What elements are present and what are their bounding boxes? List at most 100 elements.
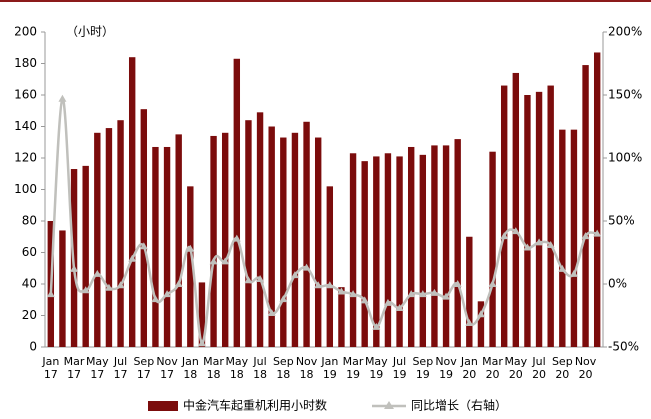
line-marker [546, 240, 555, 248]
line-marker [104, 283, 113, 291]
bar [326, 186, 334, 347]
x-tick-label: Nov 17 [156, 355, 178, 381]
line-marker [197, 339, 206, 347]
y-tick-label: 20 [22, 308, 37, 322]
unit-label: （小时） [66, 25, 114, 39]
line-marker [81, 286, 90, 294]
bar [221, 132, 229, 347]
line-marker [139, 242, 148, 250]
line-marker [395, 303, 404, 311]
bar [512, 72, 520, 347]
x-tick-label: May 18 [225, 355, 249, 381]
y2-tick-label: 0% [608, 277, 627, 291]
line-marker [70, 264, 79, 272]
bar [570, 129, 578, 347]
bar [361, 161, 368, 347]
x-tick-label: Mar 20 [482, 355, 503, 381]
x-tick-label: Jul 17 [113, 355, 128, 381]
line-marker [511, 227, 520, 235]
line-marker [430, 288, 439, 296]
bar [105, 128, 113, 347]
line-marker [569, 269, 578, 277]
bar [384, 153, 392, 347]
line-marker [163, 290, 172, 298]
x-tick-label: Sep 19 [412, 355, 434, 381]
bar [187, 186, 194, 347]
line-marker [593, 229, 602, 237]
bar [454, 139, 461, 347]
y2-tick-label: 100% [608, 151, 642, 165]
line-marker [453, 280, 462, 287]
x-tick-label: Nov 18 [295, 355, 318, 381]
line-marker [418, 290, 427, 298]
bar [500, 85, 508, 348]
bar [59, 230, 66, 347]
line-marker [46, 290, 55, 298]
y-tick-label: 140 [14, 119, 37, 133]
x-tick-label: Sep 20 [551, 355, 573, 381]
line-marker [93, 269, 102, 277]
bar [117, 120, 124, 347]
x-tick-label: May 20 [504, 355, 528, 381]
line-marker [116, 281, 125, 289]
bar [593, 52, 601, 347]
x-tick-label: Sep 18 [272, 355, 294, 381]
x-tick-label: Nov 19 [435, 355, 457, 381]
bar [268, 126, 275, 347]
legend-swatch [148, 401, 178, 411]
bar [338, 287, 345, 347]
line-marker [465, 319, 474, 327]
y-tick-label: 60 [22, 245, 37, 259]
x-tick-label: Jul 18 [253, 355, 268, 381]
y2-tick-label: -50% [608, 340, 639, 354]
line-marker [256, 274, 265, 282]
line-marker [302, 263, 311, 271]
bar [198, 282, 206, 347]
x-tick-label: Jan 19 [321, 355, 339, 381]
x-tick-label: May 17 [85, 355, 109, 381]
line-marker [523, 243, 532, 251]
line-marker [349, 290, 358, 298]
y-tick-label: 100 [14, 182, 37, 196]
line-marker [488, 280, 497, 287]
bar [175, 134, 182, 347]
x-tick-label: Mar 18 [203, 355, 224, 381]
line-marker [186, 244, 195, 252]
legend-label: 同比增长（右轴） [411, 398, 507, 413]
line-marker [407, 290, 416, 298]
line-marker [337, 287, 346, 295]
bar [152, 146, 159, 347]
line-marker [558, 264, 567, 272]
y-tick-label: 200 [14, 25, 37, 39]
line-marker [174, 280, 183, 287]
bar [419, 154, 427, 347]
line-marker [290, 271, 299, 279]
line-marker [372, 322, 381, 330]
bar [256, 112, 264, 347]
bar [559, 129, 566, 347]
bar [82, 165, 89, 347]
line-marker [500, 232, 509, 240]
line-marker [128, 254, 137, 262]
bar [582, 65, 589, 347]
bar [442, 145, 450, 347]
bar [349, 153, 357, 347]
line-marker [279, 295, 288, 303]
line-marker [314, 281, 323, 289]
legend-swatch [384, 401, 394, 409]
x-tick-label: Jan 20 [460, 355, 478, 381]
y-tick-label: 160 [14, 88, 37, 102]
legend-label: 中金汽车起重机利用小时数 [183, 398, 327, 413]
line-marker [383, 298, 392, 306]
y2-tick-label: 50% [608, 214, 635, 228]
x-tick-label: Jan 18 [181, 355, 199, 381]
bar [407, 146, 415, 347]
x-tick-label: May 19 [364, 355, 388, 381]
x-tick-label: Mar 19 [342, 355, 364, 381]
bar [535, 91, 543, 347]
y-tick-label: 80 [22, 214, 37, 228]
bar [128, 57, 136, 347]
bar [396, 156, 403, 347]
bar [233, 58, 241, 348]
